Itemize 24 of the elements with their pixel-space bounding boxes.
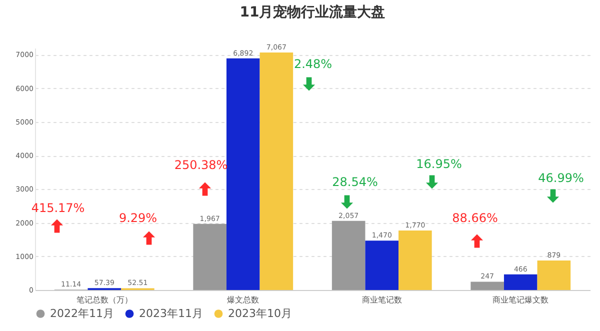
x-tick-label: 爆文总数 bbox=[227, 296, 260, 304]
x-tick-label: 笔记总数（万） bbox=[76, 296, 132, 304]
annotation: 88.66% bbox=[452, 211, 498, 225]
x-tick-label: 商业笔记爆文数 bbox=[492, 296, 549, 304]
annotation: 9.29% bbox=[118, 211, 158, 225]
bar bbox=[193, 224, 226, 290]
bar bbox=[260, 52, 294, 290]
annotation: 2.48% bbox=[294, 57, 332, 71]
bar bbox=[332, 220, 366, 290]
x-tick-label: 商业笔记数 bbox=[362, 296, 402, 304]
legend-label: 2023年10月 bbox=[228, 306, 292, 320]
annotation: 46.99% bbox=[538, 171, 584, 185]
annotation: 16.95% bbox=[416, 157, 462, 171]
annotation: 28.54% bbox=[332, 175, 378, 189]
bar bbox=[504, 274, 538, 290]
bar bbox=[537, 260, 571, 290]
legend-label: 2022年11月 bbox=[50, 306, 114, 320]
legend-label: 2023年11月 bbox=[139, 306, 203, 320]
bar bbox=[226, 58, 260, 290]
annotation: 415.17% bbox=[31, 201, 85, 215]
bar bbox=[470, 282, 504, 290]
bar bbox=[365, 240, 399, 290]
bar bbox=[398, 230, 432, 290]
chart-title: 11月宠物行业流量大盘 bbox=[240, 3, 386, 20]
